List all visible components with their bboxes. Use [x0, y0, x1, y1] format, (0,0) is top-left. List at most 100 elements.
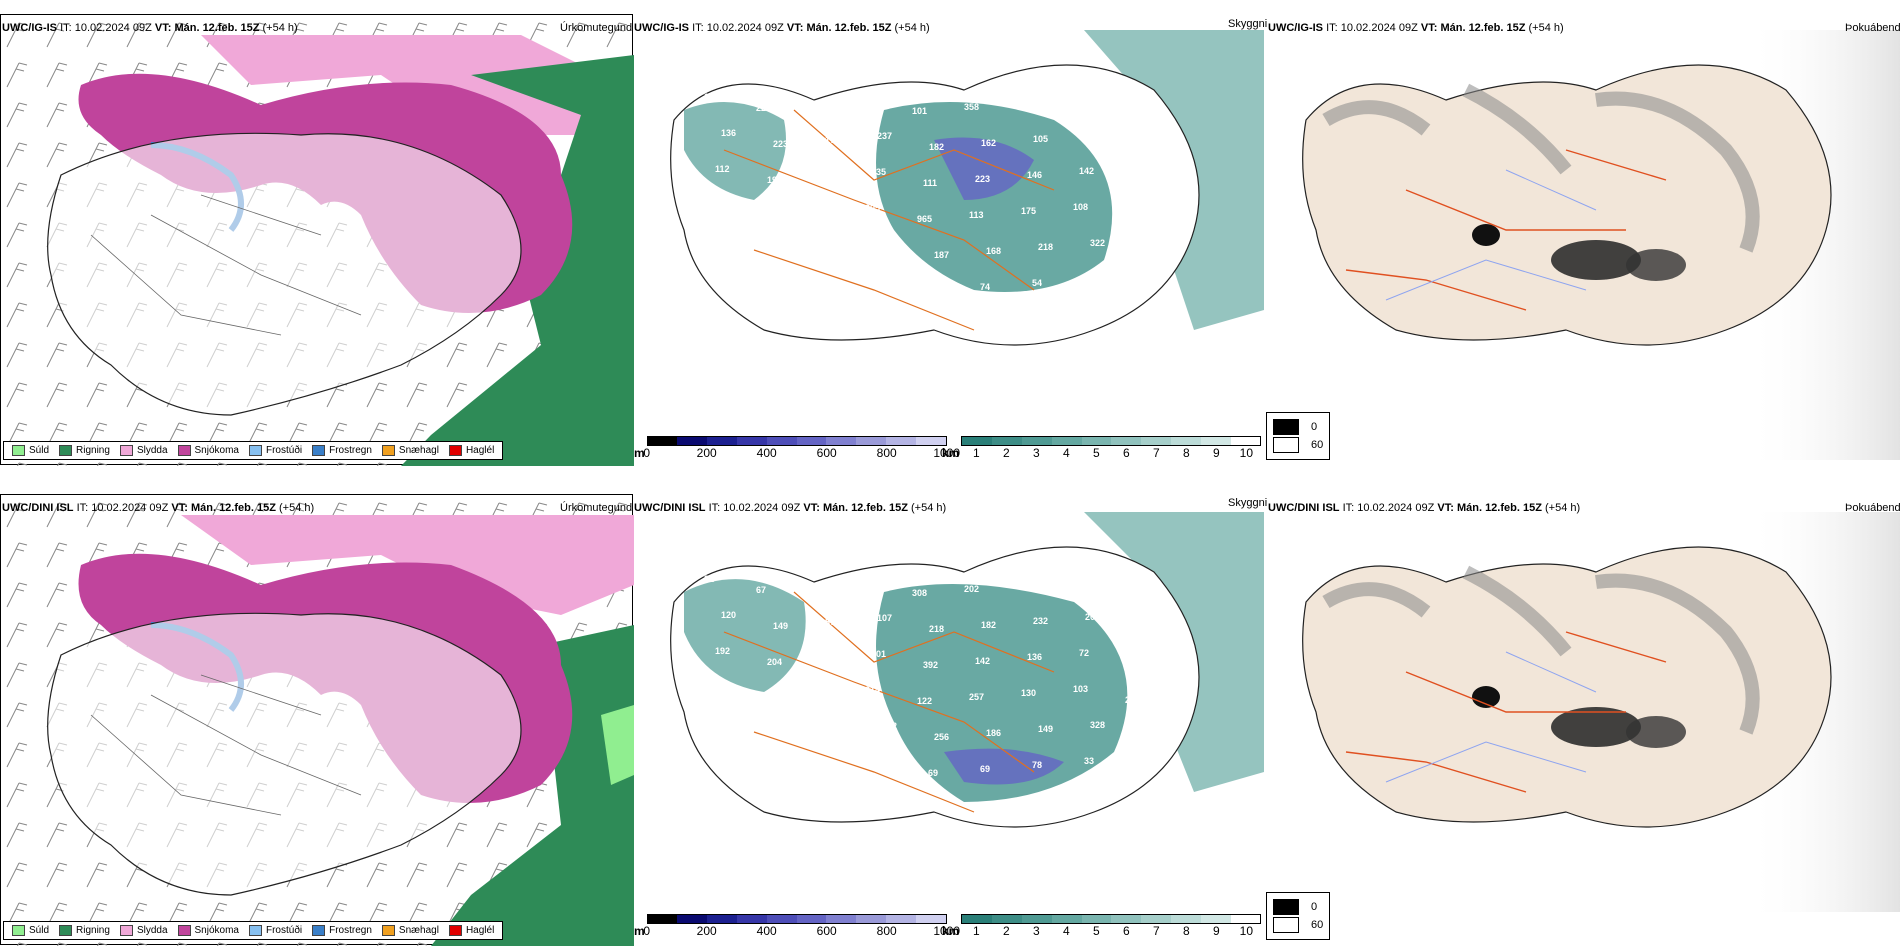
vt-label: VT:	[803, 502, 820, 514]
it-value: 10.02.2024 09Z	[1357, 502, 1435, 514]
visibility-value-label: 58	[1068, 94, 1078, 104]
fog-legend-label: 60	[1311, 439, 1324, 451]
visibility-colorbar: km 1 2 3 4 5 6 7 8 9 10	[942, 436, 1262, 460]
visibility-value-label: 149	[773, 621, 788, 631]
it-label: IT:	[1342, 502, 1355, 514]
vt-label: VT:	[786, 22, 804, 34]
legend-label: Rigning	[76, 925, 110, 936]
legend-item-snjokoma: Snjókoma	[177, 445, 239, 456]
visibility-colorbar: km 1 2 3 4 5 6 7 8 9 10	[942, 914, 1262, 938]
colorbar-body: 0 200 400 600 800 1000	[643, 436, 960, 460]
colorbar-segment	[992, 437, 1022, 445]
legend-item-slydda: Slydda	[119, 925, 168, 936]
visibility-value-label: 256	[934, 732, 949, 742]
it-value: 10.02.2024 09Z	[74, 22, 152, 34]
swatch	[381, 445, 395, 456]
colorbar-tick-label: 1	[973, 446, 980, 460]
visibility-value-label: 349	[830, 725, 845, 735]
colorbar-segment	[1111, 915, 1142, 923]
visibility-value-label: 200	[1085, 612, 1100, 622]
colorbar-segment	[1230, 915, 1261, 923]
visibility-value-label: 68	[1120, 105, 1130, 115]
visibility-value-label: 223	[773, 139, 788, 149]
colorbar-segment	[826, 915, 857, 923]
colorbar-segment	[1111, 437, 1142, 445]
visibility-value-label: 334	[1142, 249, 1157, 259]
fog-legend-label: 0	[1311, 421, 1318, 433]
colorbar-tick-label: 9	[1213, 924, 1220, 938]
legend-label: Frostregn	[329, 925, 372, 936]
swatch	[119, 925, 133, 936]
colorbar-strip	[961, 914, 1262, 924]
panel-header: UWC/DINI ISL IT: 10.02.2024 09Z VT: Mán.…	[634, 502, 946, 514]
colorbar-tick-label: 0	[643, 446, 651, 460]
colorbar-segment	[1021, 437, 1052, 445]
vt-value: Mán. 12.feb. 15Z	[174, 22, 260, 34]
swatch	[312, 925, 326, 936]
swatch	[177, 925, 191, 936]
visibility-value-label: 72	[1079, 648, 1089, 658]
colorbar-tick-label: 3	[1033, 446, 1040, 460]
visibility-value-label: 205	[1137, 623, 1152, 633]
visibility-value-label: 183	[819, 653, 834, 663]
vt-value: Mán. 12.feb. 15Z	[806, 22, 892, 34]
colorbar-segment	[1200, 437, 1231, 445]
fog-swatch	[1273, 899, 1299, 915]
vt-value: Mán. 12.feb. 15Z	[190, 502, 276, 514]
it-value: 10.02.2024 09Z	[1340, 22, 1418, 34]
legend-item-snaehagl: Snæhagl	[381, 925, 439, 936]
visibility-value-label: 237	[877, 131, 892, 141]
colorbar-segment	[737, 437, 767, 445]
colorbar-body: 1 2 3 4 5 6 7 8 9 10	[961, 914, 1262, 938]
model-name: UWC/DINI ISL	[2, 502, 74, 514]
visibility-value-label: 187	[778, 729, 793, 739]
visibility-value-label: 201	[813, 207, 828, 217]
colorbar-tick-label: 5	[1093, 446, 1100, 460]
colorbar-strip	[961, 436, 1262, 446]
fog-map	[1302, 30, 1900, 460]
colorbar-tick-label: 200	[696, 446, 717, 460]
colorbar-tick-label: 9	[1213, 446, 1220, 460]
colorbar-segment	[707, 437, 738, 445]
legend-item-snaehagl: Snæhagl	[381, 445, 439, 456]
fog-legend-item: 0	[1273, 899, 1323, 915]
legend-label: Rigning	[76, 445, 110, 456]
panel-title-fog: Þokuábendi	[1845, 22, 1900, 34]
visibility-value-label: 71	[1084, 274, 1094, 284]
legend-item-sudl: Súld	[12, 925, 49, 936]
swatch	[448, 445, 462, 456]
visibility-value-label: 186	[986, 728, 1001, 738]
legend-label: Haglél	[465, 445, 495, 456]
colorbar-segment	[1230, 437, 1261, 445]
colorbar-tick-label: 600	[816, 924, 837, 938]
colorbar-segment	[1051, 915, 1082, 923]
legend-label: Frostúði	[265, 445, 303, 456]
colorbar-tick-label: 5	[1093, 924, 1100, 938]
swatch	[12, 925, 25, 936]
it-value: 10.02.2024 09Z	[706, 22, 784, 34]
vt-label: VT:	[171, 502, 188, 514]
visibility-value-label: 118	[1085, 130, 1100, 140]
visibility-value-label: 120	[721, 610, 736, 620]
visibility-value-label: 153	[1142, 731, 1157, 741]
visibility-panel-ig-is: 162 221 257 245 101 358 29 58 68 136 223 179 237 182 1…	[634, 30, 1264, 435]
fog-legend-item: 60	[1273, 437, 1323, 453]
visibility-value-label: 101	[912, 106, 927, 116]
colorbar-segment	[1141, 915, 1171, 923]
precip-type-panel-dini: Súld Rigning Slydda Snjókoma Frostúði Fr…	[0, 494, 634, 946]
visibility-value-label: 33	[1084, 756, 1094, 766]
visibility-value-label: 78	[1032, 760, 1042, 770]
colorbar-tick-label: 400	[756, 446, 777, 460]
lead-time: (+54 h)	[279, 502, 315, 514]
colorbar-tick-label: 800	[876, 446, 897, 460]
colorbar-segment	[737, 915, 767, 923]
panel-header: UWC/IG-IS IT: 10.02.2024 09Z VT: Mán. 12…	[1268, 22, 1564, 34]
visibility-value-label: 965	[917, 214, 932, 224]
visibility-value-label: 103	[1073, 684, 1088, 694]
fog-swatch	[1273, 917, 1299, 933]
it-value: 10.02.2024 09Z	[723, 502, 801, 514]
colorbar-tick-label: 2	[1003, 924, 1010, 938]
visibility-value-label: 67	[756, 585, 766, 595]
legend-label: Slydda	[136, 925, 168, 936]
visibility-value-label: 182	[981, 620, 996, 630]
